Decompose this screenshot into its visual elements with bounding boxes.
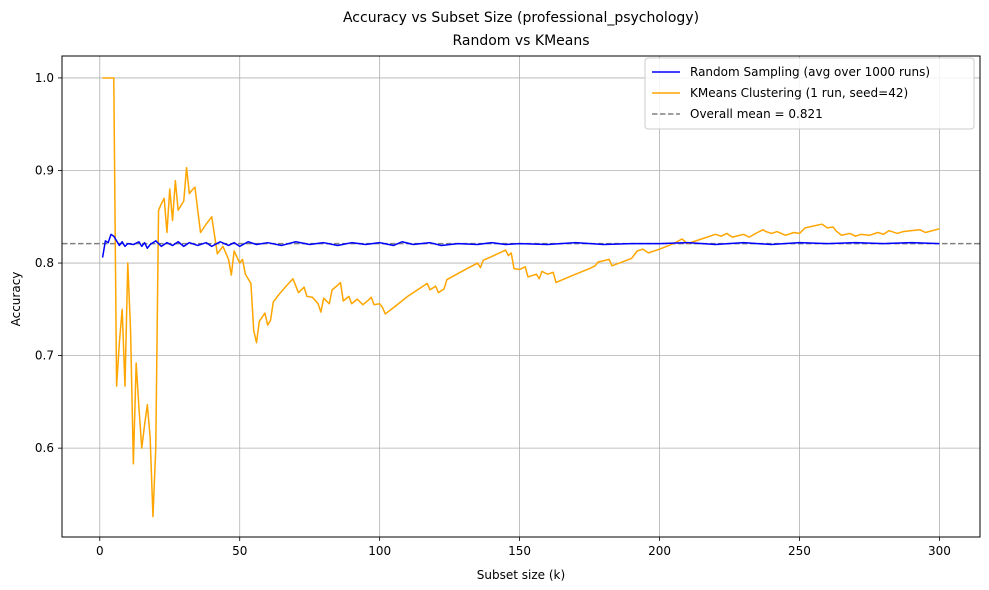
x-tick-label: 100 [368, 544, 391, 558]
legend-label-mean: Overall mean = 0.821 [690, 107, 823, 121]
y-tick-label: 0.7 [35, 349, 54, 363]
axes-ticks: 0 50 100 150 200 250 300 0.6 0.7 0.8 0.9 1.0 [35, 71, 951, 558]
kmeans-clustering-line [102, 77, 940, 518]
y-tick-label: 0.8 [35, 256, 54, 270]
x-tick-label: 200 [648, 544, 671, 558]
chart-subtitle: Random vs KMeans [452, 33, 589, 49]
legend-label-random: Random Sampling (avg over 1000 runs) [690, 65, 930, 79]
x-tick-label: 250 [788, 544, 811, 558]
x-tick-label: 300 [928, 544, 951, 558]
y-tick-label: 1.0 [35, 71, 54, 85]
y-tick-label: 0.9 [35, 163, 54, 177]
axes-frame [61, 55, 981, 538]
y-tick-label: 0.6 [35, 441, 54, 455]
legend-box [644, 57, 975, 130]
chart-title: Accuracy vs Subset Size (professional_ps… [343, 10, 699, 26]
plot-area [62, 77, 980, 518]
x-tick-label: 50 [232, 544, 247, 558]
random-sampling-line [101, 233, 940, 258]
legend: Random Sampling (avg over 1000 runs) KMe… [644, 57, 975, 130]
grid [62, 56, 980, 537]
x-tick-label: 0 [96, 544, 104, 558]
x-tick-label: 150 [508, 544, 531, 558]
legend-label-kmeans: KMeans Clustering (1 run, seed=42) [690, 86, 908, 100]
x-axis-label: Subset size (k) [477, 568, 565, 582]
y-axis-label: Accuracy [9, 272, 23, 327]
